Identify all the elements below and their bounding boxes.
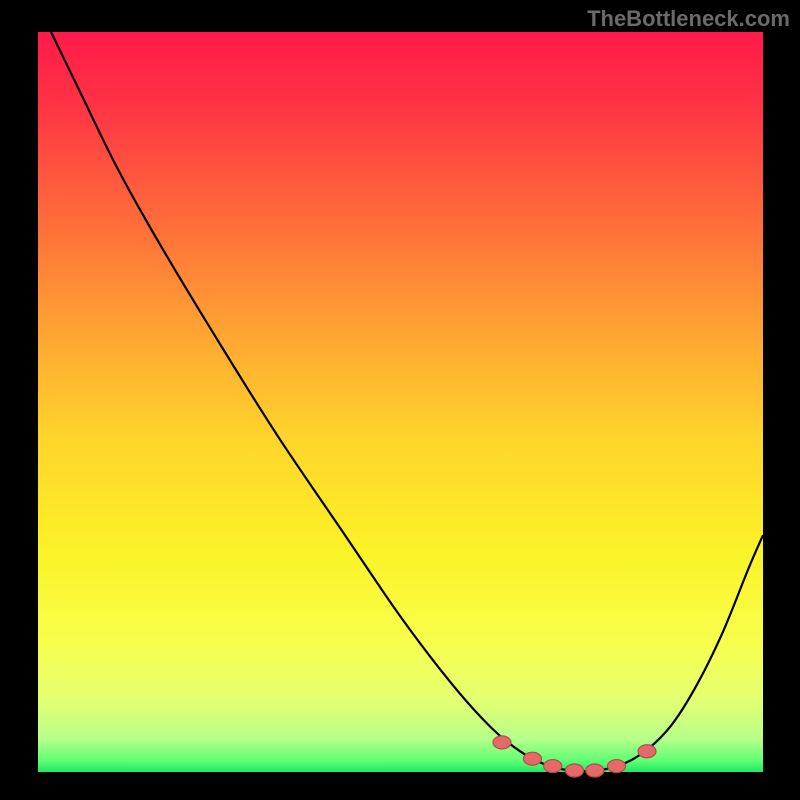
chart-svg [0,0,800,800]
bottleneck-chart: TheBottleneck.com [0,0,800,800]
marker-point [608,760,626,773]
marker-point [493,736,511,749]
marker-point [523,752,541,765]
plot-background [38,32,763,772]
watermark-label: TheBottleneck.com [587,6,790,32]
marker-point [566,764,584,777]
marker-point [638,745,656,758]
marker-point [544,760,562,773]
marker-point [586,764,604,777]
